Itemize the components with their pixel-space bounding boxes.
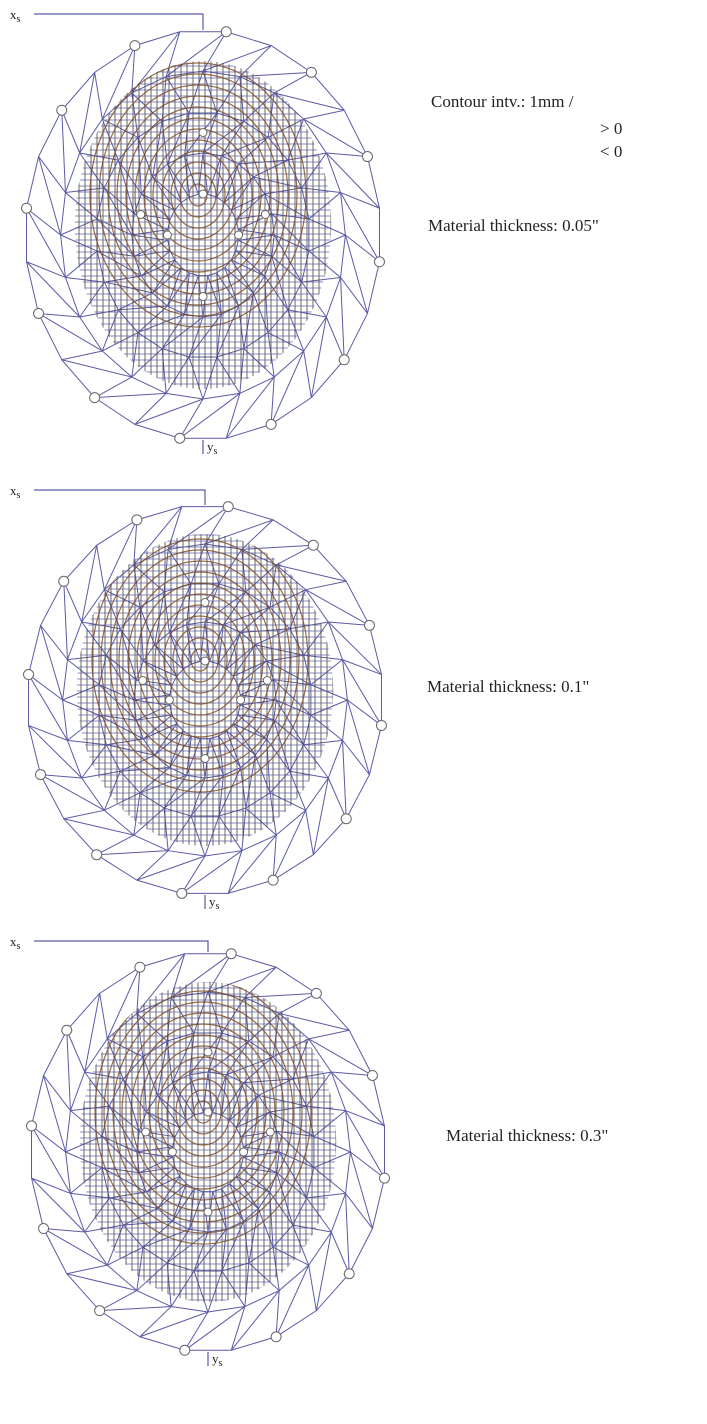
node (240, 1148, 248, 1156)
node (199, 190, 207, 198)
node (163, 231, 171, 239)
node (139, 677, 147, 685)
node (266, 1128, 274, 1136)
node (92, 850, 102, 860)
node (379, 1173, 389, 1183)
node (95, 1306, 105, 1316)
node (344, 1269, 354, 1279)
node (175, 433, 185, 443)
node (59, 576, 69, 586)
axis-subscript: s (17, 14, 21, 25)
node (180, 1345, 190, 1355)
node (201, 657, 209, 665)
node (204, 1048, 212, 1056)
node (221, 27, 231, 37)
node (266, 419, 276, 429)
node (165, 696, 173, 704)
node (201, 599, 209, 607)
axis-subscript: s (17, 490, 21, 501)
node (199, 293, 207, 301)
node (376, 720, 386, 730)
node (263, 677, 271, 685)
node (204, 1108, 212, 1116)
node (24, 670, 34, 680)
node (27, 1121, 37, 1131)
node (137, 211, 145, 219)
node (34, 308, 44, 318)
axis-subscript: s (219, 1358, 223, 1369)
node (308, 540, 318, 550)
node (223, 502, 233, 512)
node (367, 1070, 377, 1080)
node (57, 105, 67, 115)
node (62, 1025, 72, 1035)
axis-subscript: s (214, 446, 218, 457)
axis-subscript: s (216, 901, 220, 912)
node (201, 755, 209, 763)
legend-title: Contour intv.: 1mm / (431, 92, 574, 111)
node (362, 152, 372, 162)
node (268, 875, 278, 885)
legend-item: > 0 (600, 119, 622, 138)
node (168, 1148, 176, 1156)
node (39, 1224, 49, 1234)
node (177, 888, 187, 898)
node (374, 257, 384, 267)
node (235, 231, 243, 239)
node (364, 620, 374, 630)
node (341, 814, 351, 824)
node (311, 988, 321, 998)
node (142, 1128, 150, 1136)
panel-label: Material thickness: 0.05" (428, 216, 599, 235)
figure: xsysMaterial thickness: 0.05"xsysMateria… (0, 0, 707, 1424)
node (132, 515, 142, 525)
node (135, 962, 145, 972)
node (237, 696, 245, 704)
node (261, 211, 269, 219)
node (22, 203, 32, 213)
node (90, 393, 100, 403)
node (226, 949, 236, 959)
node (339, 355, 349, 365)
node (130, 41, 140, 51)
node (199, 129, 207, 137)
panel-label: Material thickness: 0.1" (427, 677, 589, 696)
panel-label: Material thickness: 0.3" (446, 1126, 608, 1145)
node (36, 770, 46, 780)
node (204, 1208, 212, 1216)
node (271, 1332, 281, 1342)
legend-item: < 0 (600, 142, 622, 161)
axis-subscript: s (17, 941, 21, 952)
node (306, 67, 316, 77)
